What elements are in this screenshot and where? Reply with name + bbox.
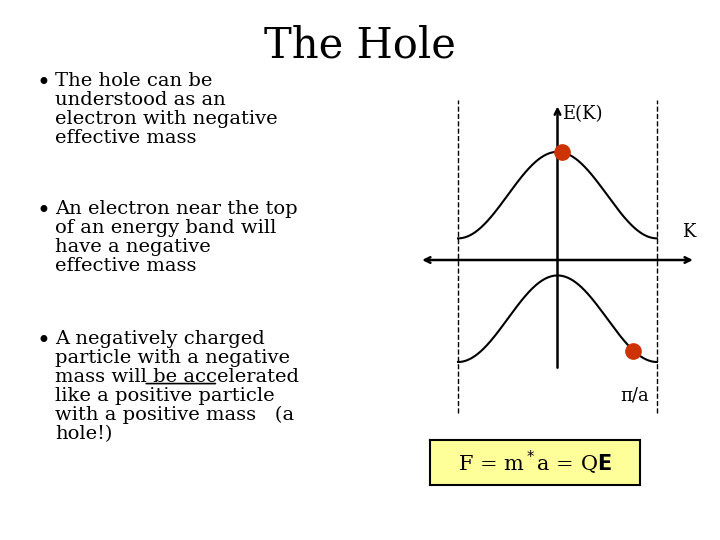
Text: have a negative: have a negative	[55, 238, 211, 256]
Text: The Hole: The Hole	[264, 25, 456, 67]
Text: hole!): hole!)	[55, 425, 112, 443]
Text: electron with negative: electron with negative	[55, 110, 278, 128]
Text: effective mass: effective mass	[55, 129, 197, 147]
Text: •: •	[37, 72, 51, 95]
Text: understood as an: understood as an	[55, 91, 226, 109]
Text: K: K	[683, 224, 696, 241]
Text: π/a: π/a	[621, 387, 649, 404]
Text: of an energy band will: of an energy band will	[55, 219, 276, 237]
Text: The hole can be: The hole can be	[55, 72, 212, 90]
Text: •: •	[37, 200, 51, 223]
Text: An electron near the top: An electron near the top	[55, 200, 297, 218]
Text: with a positive mass   (a: with a positive mass (a	[55, 406, 294, 424]
Text: •: •	[37, 330, 51, 353]
Text: like a positive particle: like a positive particle	[55, 387, 274, 405]
Text: particle with a negative: particle with a negative	[55, 349, 290, 367]
Text: F = m$^*$a = Q$\bf{E}$: F = m$^*$a = Q$\bf{E}$	[458, 448, 612, 477]
Text: effective mass: effective mass	[55, 257, 197, 275]
Text: mass will be accelerated: mass will be accelerated	[55, 368, 299, 386]
Text: E(K): E(K)	[562, 105, 603, 124]
Text: A negatively charged: A negatively charged	[55, 330, 265, 348]
